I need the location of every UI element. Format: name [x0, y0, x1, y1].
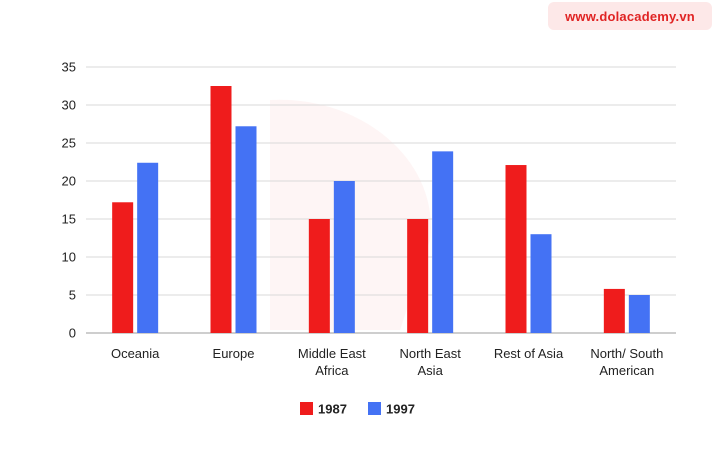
category-label: Middle East [298, 346, 366, 361]
y-tick-label: 10 [62, 250, 76, 265]
y-tick-label: 15 [62, 212, 76, 227]
legend-swatch-1997 [368, 402, 381, 415]
grid [86, 66, 676, 334]
y-tick-label: 0 [69, 326, 76, 341]
bar-1997-4 [530, 234, 552, 333]
y-tick-label: 30 [62, 98, 76, 113]
category-label: American [599, 363, 654, 378]
y-tick-label: 25 [62, 136, 76, 151]
category-label: Africa [315, 363, 349, 378]
y-tick-label: 35 [62, 60, 76, 75]
legend-label-1997: 1997 [386, 402, 415, 417]
y-tick-label: 20 [62, 174, 76, 189]
legend: 1987 1997 [300, 402, 415, 417]
category-label: Asia [418, 363, 444, 378]
bar-1997-1 [235, 126, 257, 333]
legend-swatch-1987 [300, 402, 313, 415]
bar-1997-0 [137, 162, 159, 333]
bar-1987-0 [112, 202, 134, 333]
category-label: Rest of Asia [494, 346, 564, 361]
y-tick-label: 5 [69, 288, 76, 303]
bar-1997-5 [628, 295, 650, 333]
category-label: North East [399, 346, 461, 361]
watermark-text: www.dolacademy.vn [565, 8, 695, 24]
bar-1997-3 [432, 151, 454, 333]
bar-1987-1 [210, 86, 232, 333]
category-label: Oceania [111, 346, 160, 361]
legend-label-1987: 1987 [318, 402, 347, 417]
category-label: North/ South [590, 346, 663, 361]
x-axis-categories: Oceania Europe Middle East Africa North East… [111, 346, 663, 378]
bar-1987-3 [407, 219, 429, 333]
bars [112, 86, 650, 333]
watermark-badge: www.dolacademy.vn [548, 2, 712, 30]
category-label: Europe [213, 346, 255, 361]
y-axis-ticks: 0 5 10 15 20 25 30 35 [62, 60, 76, 341]
bar-1987-2 [308, 219, 330, 333]
bar-1987-5 [603, 288, 625, 333]
bar-1997-2 [333, 181, 355, 333]
bar-1987-4 [505, 165, 527, 333]
